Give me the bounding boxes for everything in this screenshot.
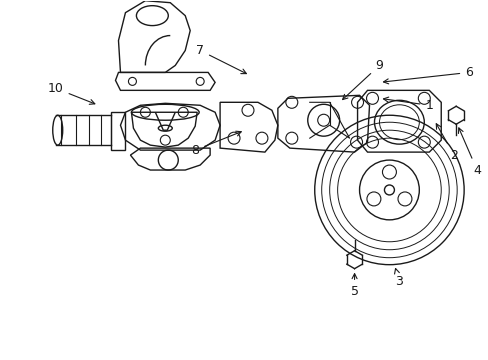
Text: 3: 3 <box>394 269 403 288</box>
Text: 7: 7 <box>196 44 246 73</box>
Text: 5: 5 <box>350 274 358 298</box>
Text: 8: 8 <box>191 131 241 157</box>
Text: 10: 10 <box>48 82 95 104</box>
Text: 6: 6 <box>383 66 472 84</box>
Text: 1: 1 <box>383 97 432 112</box>
Text: 4: 4 <box>458 128 480 176</box>
Text: 2: 2 <box>435 124 457 162</box>
Text: 9: 9 <box>342 59 383 100</box>
